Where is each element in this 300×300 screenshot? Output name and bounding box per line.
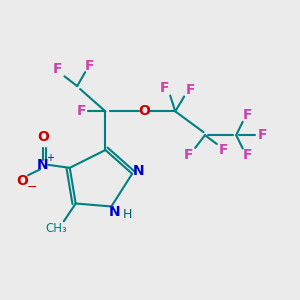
Text: H: H — [123, 208, 132, 221]
Text: O: O — [138, 104, 150, 118]
Text: O: O — [37, 130, 49, 144]
Text: F: F — [243, 148, 252, 162]
Text: F: F — [53, 62, 63, 76]
Text: O: O — [16, 174, 28, 188]
Text: F: F — [243, 108, 252, 122]
Text: CH₃: CH₃ — [46, 222, 67, 235]
Text: F: F — [160, 81, 170, 94]
Text: N: N — [109, 206, 120, 219]
Text: F: F — [258, 128, 268, 142]
Text: F: F — [76, 104, 86, 118]
Text: F: F — [219, 143, 228, 157]
Text: N: N — [37, 158, 49, 172]
Text: N: N — [133, 164, 145, 178]
Text: F: F — [184, 148, 194, 162]
Text: F: F — [185, 83, 195, 97]
Text: F: F — [85, 59, 95, 73]
Text: −: − — [27, 181, 37, 194]
Text: +: + — [46, 153, 54, 163]
